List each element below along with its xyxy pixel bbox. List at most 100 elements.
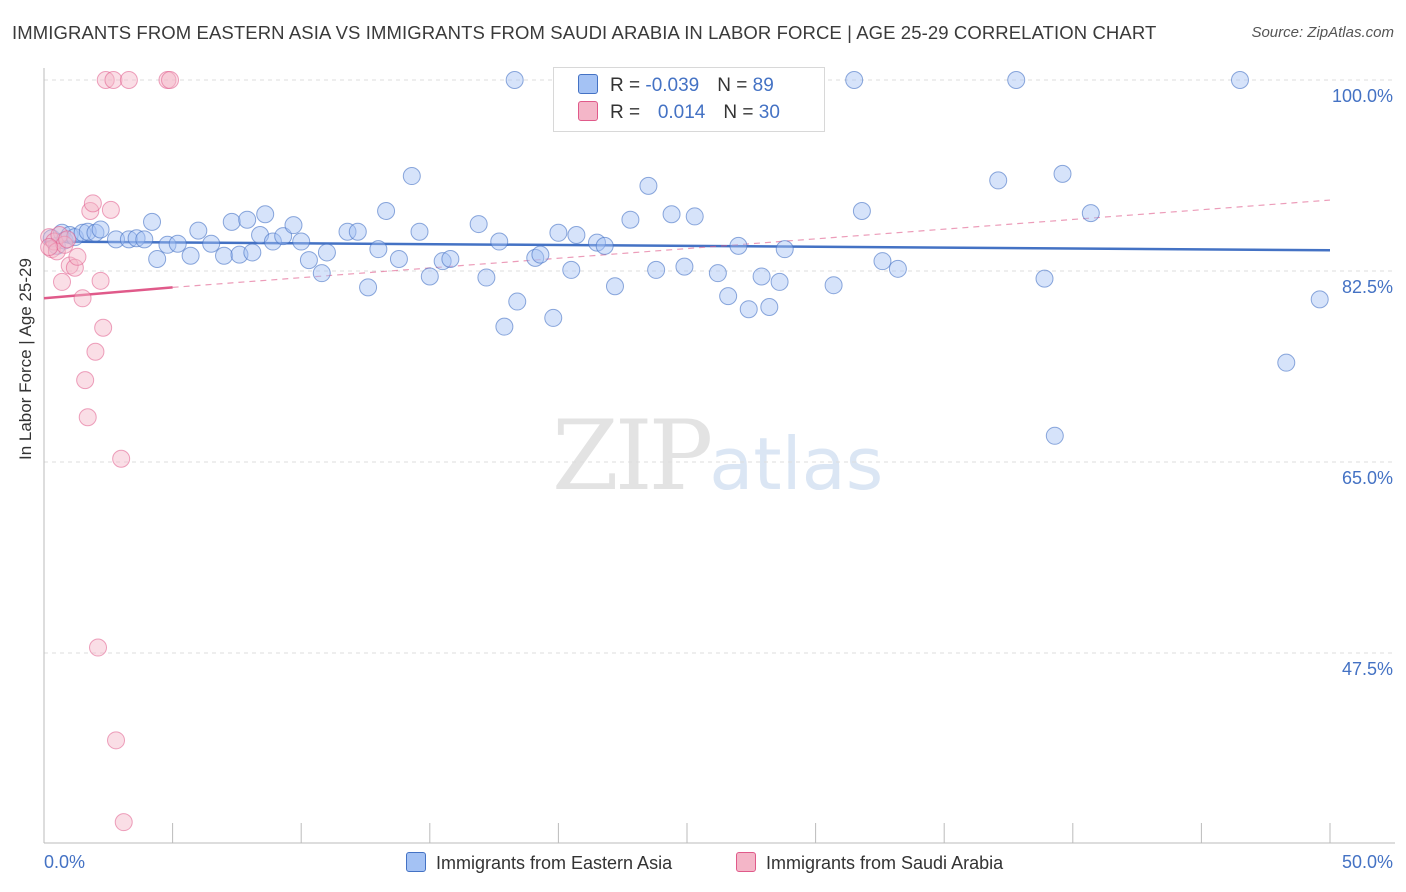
data-point-eastern-asia xyxy=(1035,269,1054,288)
data-point-eastern-asia xyxy=(284,216,303,235)
data-point-eastern-asia xyxy=(729,236,748,255)
data-point-saudi-arabia xyxy=(107,731,126,750)
data-point-eastern-asia xyxy=(662,205,681,224)
data-point-saudi-arabia xyxy=(114,813,133,832)
trend-line-saudi-arabia xyxy=(43,286,173,300)
stats-legend: R = -0.039 N = 89 R = 0.014 N = 30 xyxy=(553,67,825,132)
data-point-eastern-asia xyxy=(1053,164,1072,183)
data-point-eastern-asia xyxy=(824,276,843,295)
data-point-eastern-asia xyxy=(369,240,388,259)
data-point-eastern-asia xyxy=(215,246,234,265)
data-point-eastern-asia xyxy=(562,260,581,279)
data-point-eastern-asia xyxy=(647,260,666,279)
data-point-saudi-arabia xyxy=(89,638,108,657)
chart-title: IMMIGRANTS FROM EASTERN ASIA VS IMMIGRAN… xyxy=(12,22,1157,43)
data-point-eastern-asia xyxy=(845,71,864,89)
data-point-eastern-asia xyxy=(168,234,187,253)
data-point-eastern-asia xyxy=(148,249,167,268)
data-point-eastern-asia xyxy=(402,167,421,186)
data-point-saudi-arabia xyxy=(65,258,84,277)
data-point-eastern-asia xyxy=(243,243,262,262)
data-point-eastern-asia xyxy=(639,176,658,195)
r-label: R = xyxy=(610,102,646,123)
data-point-eastern-asia xyxy=(708,264,727,283)
legend-swatch-pink xyxy=(578,101,598,121)
data-point-eastern-asia xyxy=(86,223,105,242)
r-value: 0.014 xyxy=(657,102,706,123)
data-point-saudi-arabia xyxy=(78,408,97,427)
data-point-saudi-arabia xyxy=(86,342,105,361)
data-point-eastern-asia xyxy=(567,225,586,244)
grid-lines xyxy=(44,79,1395,654)
data-point-eastern-asia xyxy=(873,252,892,271)
legend-row-saudi-arabia: R = 0.014 N = 30 xyxy=(578,101,780,127)
source-label: Source: ZipAtlas.com xyxy=(1251,24,1394,41)
data-point-eastern-asia xyxy=(135,230,154,249)
data-point-eastern-asia xyxy=(549,223,568,242)
n-value: 30 xyxy=(758,102,780,123)
data-point-saudi-arabia xyxy=(161,71,180,89)
data-point-eastern-asia xyxy=(989,171,1008,190)
data-point-eastern-asia xyxy=(107,230,126,249)
data-point-eastern-asia xyxy=(202,234,221,253)
data-point-eastern-asia xyxy=(312,264,331,283)
data-point-saudi-arabia xyxy=(112,449,131,468)
axes xyxy=(43,68,1395,844)
data-point-eastern-asia xyxy=(775,240,794,259)
legend-item-saudi-arabia: Immigrants from Saudi Arabia xyxy=(736,852,1003,874)
r-label: R = xyxy=(610,75,646,96)
data-point-eastern-asia xyxy=(189,221,208,240)
y-tick-label: 65.0% xyxy=(1341,468,1393,488)
watermark-zip: ZIP xyxy=(552,400,713,512)
data-point-eastern-asia xyxy=(389,249,408,268)
legend-label: Immigrants from Eastern Asia xyxy=(436,853,673,873)
data-point-eastern-asia xyxy=(752,267,771,286)
data-point-eastern-asia xyxy=(685,207,704,226)
data-point-eastern-asia xyxy=(621,210,640,229)
data-point-eastern-asia xyxy=(852,201,871,220)
data-point-eastern-asia xyxy=(420,267,439,286)
x-tick-label-min: 0.0% xyxy=(44,852,86,872)
data-point-eastern-asia xyxy=(477,268,496,287)
data-point-eastern-asia xyxy=(1230,71,1249,89)
data-point-eastern-asia xyxy=(1007,71,1026,89)
data-point-saudi-arabia xyxy=(104,71,123,89)
n-value: 89 xyxy=(752,75,774,96)
watermark-atlas: atlas xyxy=(709,422,884,506)
data-point-eastern-asia xyxy=(1045,426,1064,445)
data-point-saudi-arabia xyxy=(40,237,59,256)
data-point-saudi-arabia xyxy=(53,272,72,291)
data-point-eastern-asia xyxy=(739,300,758,319)
legend-swatch-pink xyxy=(736,852,756,872)
data-point-saudi-arabia xyxy=(101,200,120,219)
data-point-eastern-asia xyxy=(441,249,460,268)
data-point-saudi-arabia xyxy=(83,194,102,213)
data-point-eastern-asia xyxy=(770,272,789,291)
data-point-eastern-asia xyxy=(433,252,452,271)
data-point-eastern-asia xyxy=(377,201,396,220)
data-point-eastern-asia xyxy=(238,210,257,229)
legend-row-eastern-asia: R = -0.039 N = 89 xyxy=(578,74,774,100)
data-point-saudi-arabia xyxy=(76,371,95,390)
data-point-eastern-asia xyxy=(222,212,241,231)
y-axis-label: In Labor Force | Age 25-29 xyxy=(16,258,35,460)
data-point-eastern-asia xyxy=(469,215,488,234)
data-point-eastern-asia xyxy=(605,277,624,296)
data-point-eastern-asia xyxy=(526,248,545,267)
y-tick-label: 82.5% xyxy=(1341,277,1393,297)
data-point-eastern-asia xyxy=(1310,290,1329,309)
n-label: N = xyxy=(717,75,753,96)
data-point-eastern-asia xyxy=(181,246,200,265)
data-point-saudi-arabia xyxy=(68,247,87,266)
data-point-eastern-asia xyxy=(91,220,110,239)
data-point-eastern-asia xyxy=(143,212,162,231)
data-point-eastern-asia xyxy=(338,222,357,241)
data-point-eastern-asia xyxy=(508,292,527,311)
x-tick-label-max: 50.0% xyxy=(1341,852,1393,872)
data-point-eastern-asia xyxy=(410,222,429,241)
watermark: ZIPatlas xyxy=(552,400,883,512)
data-point-eastern-asia xyxy=(348,222,367,241)
data-point-saudi-arabia xyxy=(91,271,110,290)
data-point-eastern-asia xyxy=(256,205,275,224)
data-point-eastern-asia xyxy=(292,232,311,251)
